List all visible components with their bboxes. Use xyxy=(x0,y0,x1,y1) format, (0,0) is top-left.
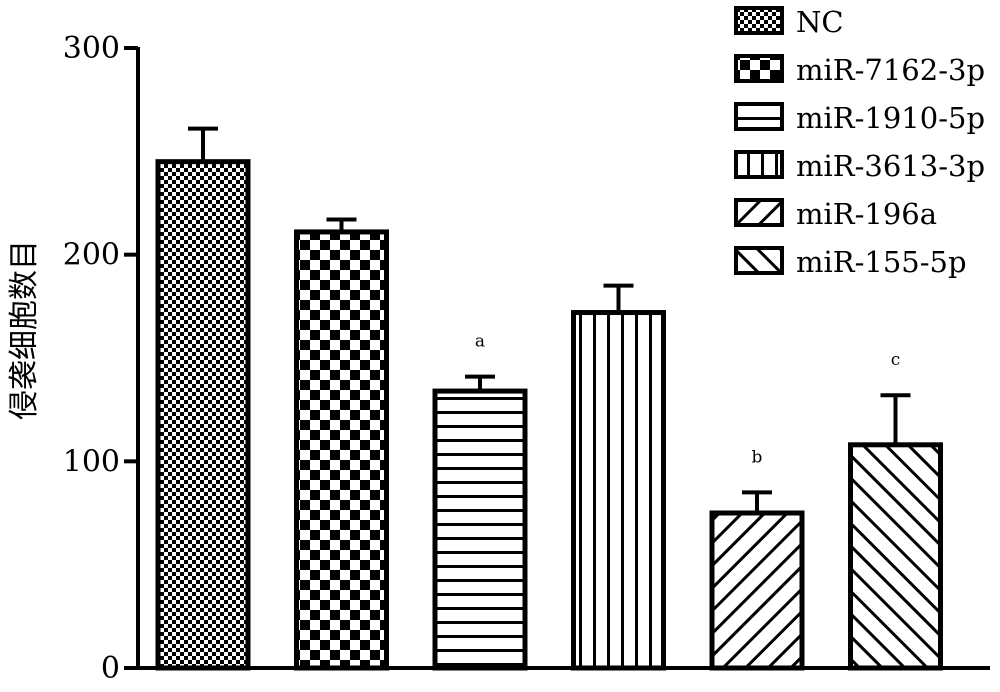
legend-label: miR-155-5p xyxy=(796,245,967,279)
y-tick-label: 200 xyxy=(63,238,120,273)
legend-swatch xyxy=(734,54,784,83)
y-tick-label: 300 xyxy=(63,31,120,66)
bar-miR-3613-3p xyxy=(571,310,666,671)
legend-label: miR-3613-3p xyxy=(796,149,985,183)
bar-miR-1910-5p xyxy=(432,388,528,671)
legend-swatch xyxy=(734,150,784,179)
bar-miR-7162-3p xyxy=(294,229,389,671)
y-axis: 0 100 200 300 xyxy=(63,31,990,686)
y-tick-label: 0 xyxy=(101,651,120,686)
y-tick-label: 100 xyxy=(63,444,120,479)
significance-label: a xyxy=(475,332,485,352)
legend-label: miR-7162-3p xyxy=(796,53,985,87)
significance-label: b xyxy=(752,447,763,467)
legend-label: miR-196a xyxy=(796,197,937,231)
legend-label: miR-1910-5p xyxy=(796,101,985,135)
legend-swatch xyxy=(734,102,784,131)
legend: NC miR-7162-3p miR-1910-5p miR-3613-3p miR-1… xyxy=(734,5,985,279)
significance-label: c xyxy=(891,350,901,370)
legend-label: NC xyxy=(796,5,844,39)
bar-NC xyxy=(155,159,251,671)
legend-swatch xyxy=(734,198,784,227)
legend-swatch xyxy=(734,6,784,35)
y-axis-label: 侵袭细胞数目 xyxy=(7,240,42,420)
bars: a b c xyxy=(155,126,943,671)
legend-swatch xyxy=(734,246,784,275)
bar-miR-155-5p xyxy=(848,442,943,671)
bar-miR-196a xyxy=(709,510,805,671)
